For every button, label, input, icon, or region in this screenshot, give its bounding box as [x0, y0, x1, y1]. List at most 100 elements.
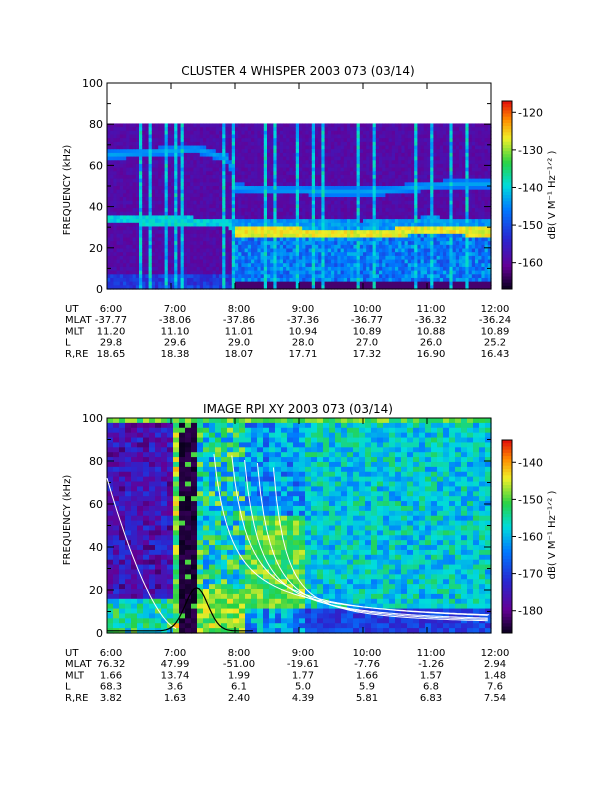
panel1-cell	[235, 226, 239, 231]
panel1-cell	[228, 171, 233, 176]
panel1-cell	[372, 186, 377, 191]
panel1-cell	[359, 200, 364, 205]
panel1-cell	[139, 255, 143, 261]
panel1-cell	[155, 277, 159, 283]
panel1-cell	[171, 252, 175, 257]
panel1-cell	[155, 171, 159, 176]
panel1-cell	[113, 244, 118, 250]
panel1-cell	[356, 130, 361, 136]
panel1-cell	[321, 255, 326, 261]
panel1-cell	[199, 277, 204, 283]
panel1-cell	[359, 230, 364, 235]
panel1-cell	[244, 285, 249, 290]
panel1-cell	[155, 226, 159, 231]
panel1-cell	[299, 127, 303, 132]
panel1-cell	[311, 266, 316, 272]
panel1-cell	[398, 163, 402, 169]
panel1-cell	[337, 211, 342, 217]
panel1-cell	[337, 222, 342, 228]
panel1-cell	[167, 204, 172, 209]
panel1-cell	[199, 141, 204, 147]
panel1-cell	[385, 259, 390, 264]
panel1-cell	[356, 237, 361, 242]
panel1-cell	[148, 193, 153, 198]
panel1-cell	[254, 200, 258, 205]
panel1-cell	[231, 197, 236, 202]
panel1-cell	[340, 237, 345, 242]
panel1-cell	[286, 270, 290, 275]
panel1-cell	[340, 222, 345, 228]
panel1-cell	[247, 134, 252, 139]
panel1-cell	[180, 174, 185, 180]
panel1-cell	[308, 255, 313, 261]
panel1-cell	[206, 222, 210, 228]
panel1-cell	[302, 152, 306, 158]
panel1-cell	[135, 167, 140, 172]
panel1-cell	[180, 274, 185, 279]
panel1-cell	[161, 208, 166, 213]
panel1-cell	[235, 189, 239, 194]
panel1-cell	[167, 219, 172, 224]
panel1-cell	[359, 211, 364, 217]
panel1-cell	[238, 252, 242, 257]
panel1-cell	[244, 193, 249, 198]
panel1-cell	[382, 178, 386, 183]
panel1-cell	[177, 259, 182, 264]
panel1-cell	[183, 123, 188, 128]
panel1-cell	[215, 226, 220, 231]
panel1-cell	[343, 266, 348, 272]
panel1-cell	[196, 219, 201, 224]
panel1-cell	[359, 197, 364, 202]
panel1-cell	[382, 211, 386, 217]
panel1-cell	[247, 152, 252, 158]
panel1-cell	[135, 189, 140, 194]
panel1-cell	[225, 274, 230, 279]
panel1-cell	[244, 226, 249, 231]
panel1-cell	[238, 127, 242, 132]
panel1-cell	[129, 182, 134, 187]
panel1-cell	[324, 215, 329, 220]
panel1-cell	[308, 208, 313, 213]
panel1-cell	[295, 266, 300, 272]
panel1-cell	[129, 127, 134, 132]
panel1-cell	[190, 123, 194, 128]
panel1-cell	[340, 233, 345, 239]
panel1-cell	[289, 204, 294, 209]
panel1-cell	[324, 222, 329, 228]
panel1-cell	[129, 145, 134, 150]
panel1-cell	[244, 149, 249, 154]
panel1-cell	[222, 248, 226, 253]
panel1-cell	[212, 182, 217, 187]
panel1-cell	[372, 263, 377, 268]
panel1-cell	[273, 186, 278, 191]
panel1-cell	[379, 189, 383, 194]
panel1-cell	[199, 193, 204, 198]
panel1-cell	[203, 241, 207, 246]
panel1-cell	[110, 200, 114, 205]
panel1-cell	[196, 200, 201, 205]
panel1-cell	[116, 138, 121, 143]
panel1-cell	[180, 230, 185, 235]
panel1-cell	[305, 219, 310, 224]
panel1-cell	[334, 123, 338, 128]
panel1-cell	[196, 167, 201, 172]
panel1-cell	[395, 138, 399, 143]
panel1-cell	[228, 182, 233, 187]
panel1-cell	[206, 259, 210, 264]
panel1-cell	[151, 233, 156, 239]
panel1-cell	[283, 171, 287, 176]
panel1-cell	[203, 277, 207, 283]
panel1-cell	[270, 160, 274, 165]
panel1-cell	[193, 160, 198, 165]
panel1-cell	[190, 233, 194, 239]
panel1-cell	[203, 219, 207, 224]
panel1-cell	[334, 134, 338, 139]
panel1-cell	[139, 230, 143, 235]
panel1-cell	[139, 285, 143, 290]
panel1-cell	[308, 141, 313, 147]
panel1-cell	[196, 226, 201, 231]
panel1-cell	[231, 237, 236, 242]
panel1-cell	[228, 145, 233, 150]
panel1-cell	[366, 156, 370, 161]
panel1-cell	[260, 167, 265, 172]
